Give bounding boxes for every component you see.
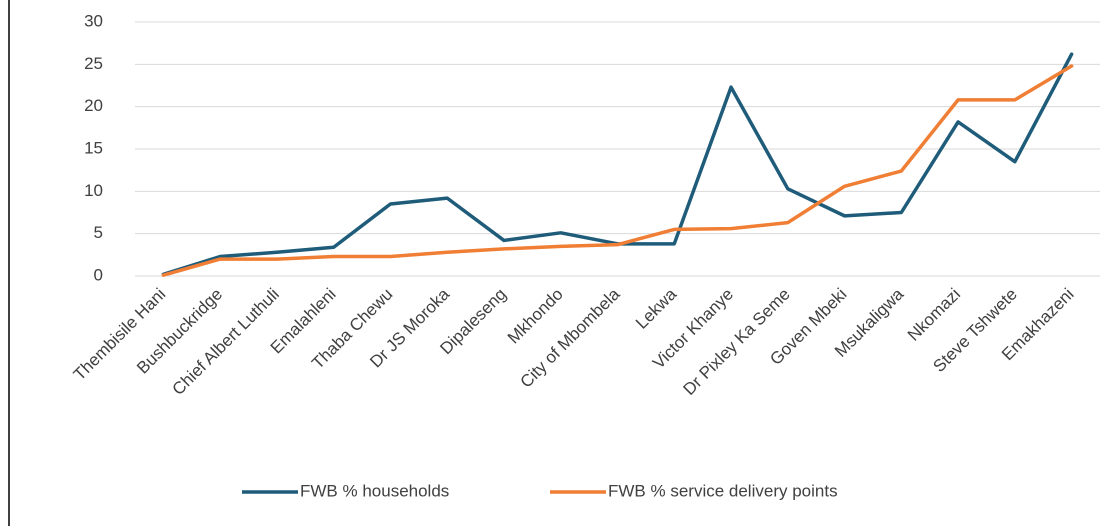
legend-label: FWB % service delivery points bbox=[608, 481, 838, 500]
y-tick-label: 15 bbox=[84, 138, 103, 157]
x-tick-label: Chief Albert Luthuli bbox=[169, 285, 283, 399]
series-line bbox=[161, 64, 1074, 277]
y-tick-label: 5 bbox=[94, 223, 103, 242]
x-tick-label: Dr Pixley Ka Seme bbox=[679, 285, 793, 399]
series-line bbox=[161, 52, 1074, 277]
y-tick-label: 25 bbox=[84, 54, 103, 73]
x-tick-label: City of Mbombela bbox=[517, 284, 624, 391]
legend-label: FWB % households bbox=[300, 481, 449, 500]
y-tick-label: 20 bbox=[84, 96, 103, 115]
x-tick-label: Lekwa bbox=[632, 284, 681, 333]
y-tick-label: 30 bbox=[84, 11, 103, 30]
y-tick-label: 10 bbox=[84, 181, 103, 200]
y-tick-label: 0 bbox=[94, 265, 103, 284]
